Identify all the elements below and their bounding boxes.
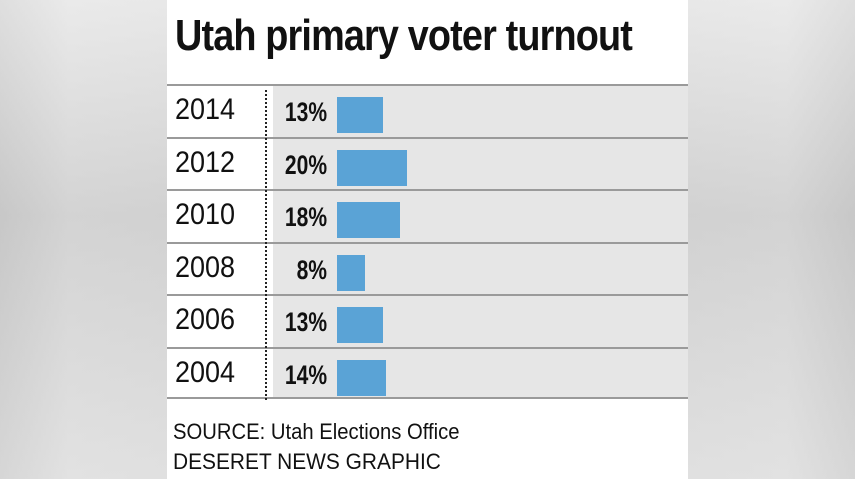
bar-row: 2006 13%: [167, 294, 688, 347]
turnout-bar: [337, 149, 407, 186]
row-shade: [273, 243, 688, 294]
row-shade: [273, 191, 688, 242]
year-label: 2010: [175, 198, 236, 231]
background-blur-left: [0, 0, 167, 479]
chart-title: Utah primary voter turnout: [175, 11, 633, 60]
value-label: 13%: [284, 97, 327, 127]
turnout-bar: [337, 307, 383, 343]
row-shade: [273, 86, 688, 137]
value-label: 8%: [296, 254, 327, 285]
dotted-divider: [265, 90, 267, 400]
turnout-bar: [337, 202, 400, 238]
bar-row: 2008 8%: [167, 241, 688, 294]
row-shade: [273, 138, 688, 189]
bar-row: 2004 14%: [167, 346, 688, 399]
chart-card: Utah primary voter turnout 2014 13% 2012 20…: [167, 0, 688, 479]
bar-row: 2010 18%: [167, 189, 688, 242]
row-shade: [273, 348, 688, 397]
value-label: 14%: [284, 359, 327, 390]
value-label: 20%: [284, 149, 327, 180]
year-label: 2006: [175, 303, 236, 336]
bar-row: 2012 20%: [167, 136, 688, 189]
bar-row: 2014 13%: [167, 84, 688, 137]
turnout-bar: [337, 359, 386, 396]
year-label: 2012: [175, 145, 236, 179]
background-blur-right: [688, 0, 855, 479]
bar-rows: 2014 13% 2012 20% 2010 18% 2008 8% 2006 13% 2004 14…: [167, 84, 688, 399]
value-label: 13%: [284, 307, 327, 337]
year-label: 2004: [175, 355, 236, 389]
year-label: 2014: [175, 93, 236, 126]
source-note: SOURCE: Utah Elections Office: [173, 419, 460, 444]
turnout-bar: [337, 97, 383, 133]
turnout-bar: [337, 254, 365, 291]
row-shade: [273, 296, 688, 347]
value-label: 18%: [284, 202, 327, 232]
graphic-credit: DESERET NEWS GRAPHIC: [173, 449, 441, 474]
year-label: 2008: [175, 250, 236, 284]
